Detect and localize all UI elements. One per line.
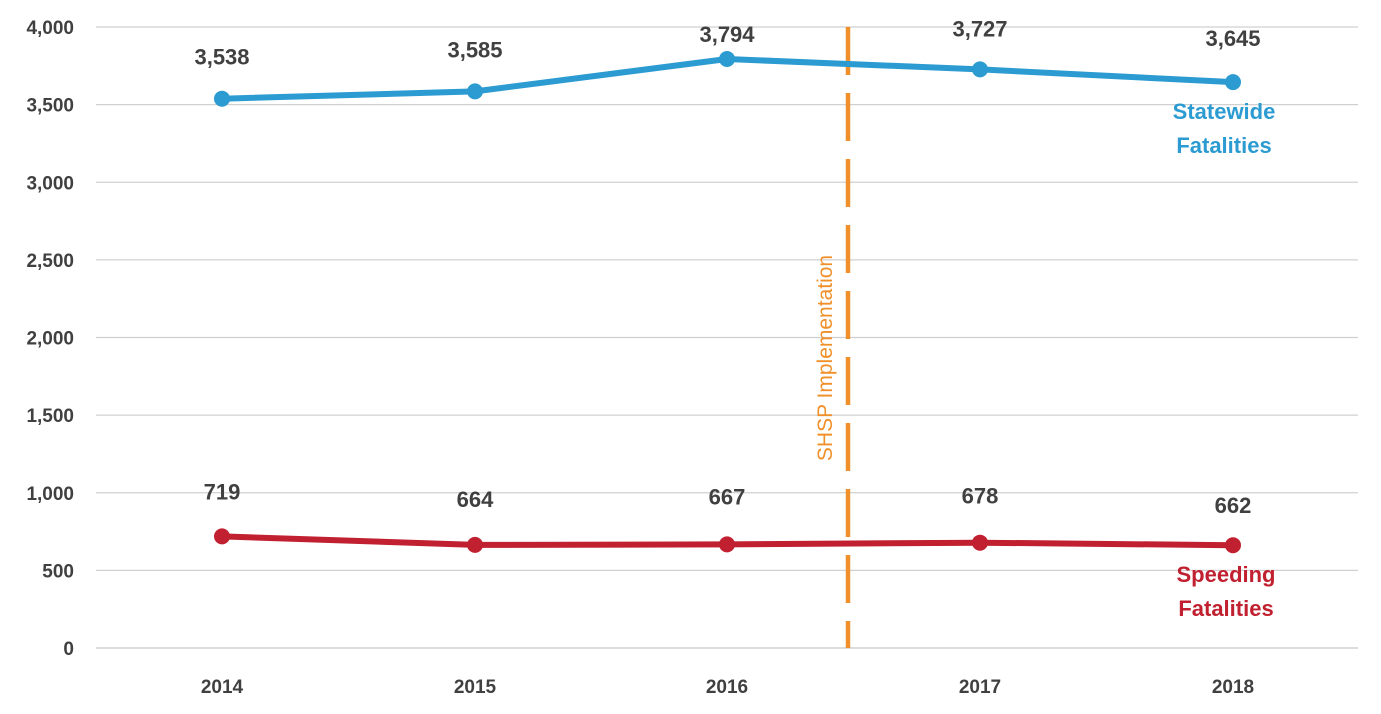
data-label: 719 bbox=[204, 479, 241, 504]
x-tick-label: 2015 bbox=[454, 677, 497, 698]
data-label: 3,538 bbox=[194, 45, 249, 70]
x-tick-label: 2018 bbox=[1212, 677, 1254, 698]
y-tick-label: 500 bbox=[42, 561, 74, 582]
data-label: 678 bbox=[962, 484, 999, 509]
series-name-label: Fatalities bbox=[1178, 596, 1273, 621]
x-tick-label: 2017 bbox=[959, 677, 1001, 698]
data-label: 3,645 bbox=[1205, 26, 1260, 51]
data-point bbox=[467, 536, 483, 553]
y-tick-label: 0 bbox=[63, 639, 74, 660]
y-tick-label: 1,500 bbox=[26, 406, 74, 427]
y-tick-label: 2,000 bbox=[26, 329, 74, 350]
data-label: 3,794 bbox=[699, 22, 755, 47]
data-point bbox=[214, 90, 230, 107]
y-tick-label: 3,000 bbox=[26, 173, 74, 194]
x-tick-label: 2016 bbox=[706, 677, 748, 698]
data-point bbox=[467, 83, 483, 100]
series-name-label: Speeding bbox=[1176, 562, 1275, 587]
y-tick-label: 2,500 bbox=[26, 251, 74, 272]
series-name-label: Fatalities bbox=[1176, 133, 1271, 158]
data-point bbox=[214, 528, 230, 545]
data-point bbox=[719, 536, 735, 553]
y-tick-label: 4,000 bbox=[26, 18, 74, 39]
data-label: 3,727 bbox=[952, 16, 1007, 41]
y-tick-label: 1,000 bbox=[26, 484, 74, 505]
x-tick-label: 2014 bbox=[201, 677, 244, 698]
data-label: 662 bbox=[1215, 493, 1252, 518]
data-label: 667 bbox=[709, 484, 746, 509]
data-point bbox=[1225, 74, 1241, 91]
data-point bbox=[972, 61, 988, 78]
data-label: 664 bbox=[457, 487, 494, 512]
data-point bbox=[719, 51, 735, 67]
data-point bbox=[1225, 537, 1241, 554]
data-point bbox=[972, 534, 988, 551]
series-name-label: Statewide bbox=[1173, 99, 1276, 124]
data-label: 3,585 bbox=[447, 37, 502, 62]
shsp-implementation-label: SHSP Implementation bbox=[814, 255, 837, 461]
y-tick-label: 3,500 bbox=[26, 96, 74, 117]
